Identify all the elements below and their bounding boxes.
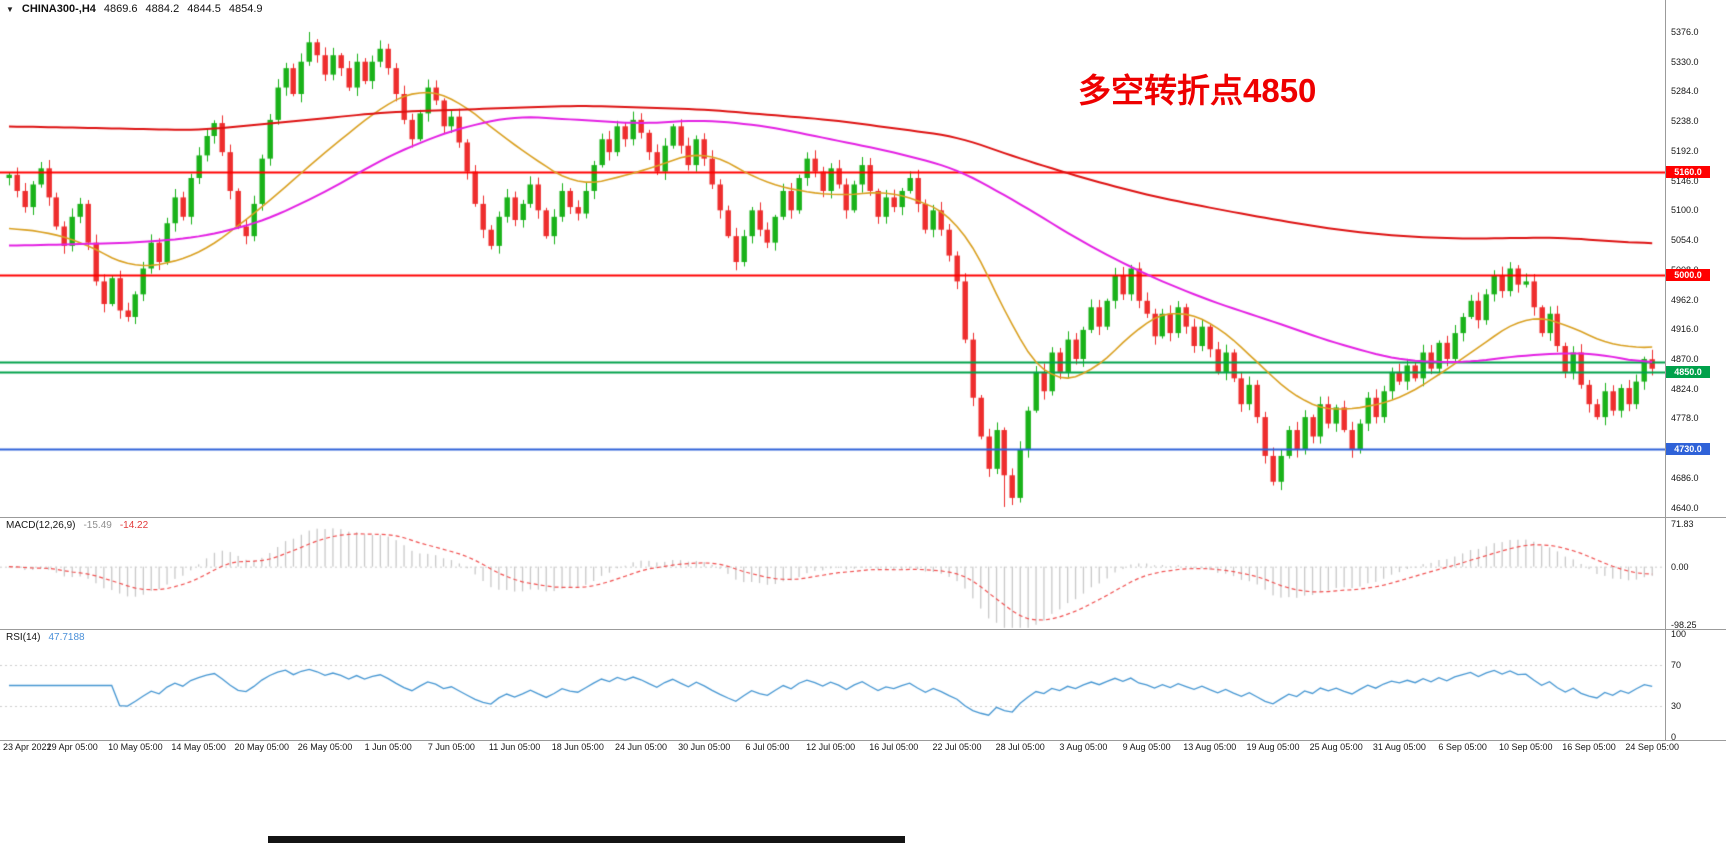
price-line-badge: 5160.0 <box>1666 165 1710 178</box>
rsi-axis-label: 70 <box>1671 659 1682 670</box>
time-axis-label: 12 Jul 05:00 <box>806 742 856 752</box>
ohlc-close: 4854.9 <box>228 3 263 15</box>
panel-separator[interactable] <box>0 629 1726 630</box>
ohlc-low: 4844.5 <box>187 3 221 15</box>
time-axis-label: 18 Jun 05:00 <box>551 742 604 752</box>
price-line-badge: 4730.0 <box>1666 443 1710 456</box>
taskbar-edge[interactable] <box>268 836 905 843</box>
price-axis-label: 5284.0 <box>1671 86 1699 97</box>
time-axis-label: 23 Apr 2021 <box>3 742 52 752</box>
price-axis-label: 5238.0 <box>1671 116 1699 127</box>
macd-header: MACD(12,26,9) -15.49 -14.22 <box>6 520 148 531</box>
panel-separator[interactable] <box>0 517 1726 518</box>
price-axis-label: 5100.0 <box>1671 205 1699 216</box>
time-axis-label: 13 Aug 05:00 <box>1183 742 1237 752</box>
time-axis-label: 3 Aug 05:00 <box>1059 742 1108 752</box>
price-line-badge: 4850.0 <box>1666 365 1710 378</box>
price-axis-label: 5054.0 <box>1671 235 1699 246</box>
time-axis-label: 29 Apr 05:00 <box>46 742 98 752</box>
price-axis-label: 4778.0 <box>1671 413 1699 424</box>
time-axis-label: 24 Sep 05:00 <box>1625 742 1679 752</box>
time-axis-label: 1 Jun 05:00 <box>364 742 412 752</box>
time-axis-label: 20 May 05:00 <box>234 742 290 752</box>
time-axis-label: 14 May 05:00 <box>171 742 226 752</box>
time-axis-label: 10 Sep 05:00 <box>1499 742 1553 752</box>
time-axis-label: 28 Jul 05:00 <box>995 742 1045 752</box>
time-axis-label: 26 May 05:00 <box>297 742 353 752</box>
rsi-axis-label: 100 <box>1671 629 1687 639</box>
rsi-axis-label: 30 <box>1671 701 1682 712</box>
rsi-panel-canvas[interactable] <box>0 630 1665 740</box>
price-axis-label: 5376.0 <box>1671 26 1699 37</box>
price-axis-label: 4916.0 <box>1671 324 1699 335</box>
macd-value-main: -15.49 <box>83 520 112 531</box>
time-axis-label: 19 Aug 05:00 <box>1246 742 1300 752</box>
time-axis-label: 31 Aug 05:00 <box>1372 742 1426 752</box>
time-axis-label: 6 Jul 05:00 <box>745 742 790 752</box>
time-axis-label: 10 May 05:00 <box>108 742 163 752</box>
price-chart-canvas[interactable] <box>0 0 1665 517</box>
macd-axis-label: 0.00 <box>1671 561 1689 572</box>
price-axis-label: 4640.0 <box>1671 502 1699 513</box>
price-axis-label: 5330.0 <box>1671 56 1699 67</box>
time-axis-label: 9 Aug 05:00 <box>1122 742 1171 752</box>
price-axis-label: 4824.0 <box>1671 383 1699 394</box>
ohlc-open: 4869.6 <box>103 3 138 15</box>
price-axis-label: 5008.0 <box>1671 264 1699 275</box>
macd-panel-canvas[interactable] <box>0 518 1665 629</box>
time-axis-label: 6 Sep 05:00 <box>1438 742 1487 752</box>
macd-value-signal: -14.22 <box>119 520 149 531</box>
ohlc-high: 4884.2 <box>145 3 180 15</box>
panel-separator[interactable] <box>0 740 1726 741</box>
price-axis-label: 4732.0 <box>1671 443 1699 454</box>
time-axis-label: 7 Jun 05:00 <box>427 742 475 752</box>
symbol-timeframe-label: CHINA300-,H4 <box>21 3 96 15</box>
axis-separator <box>1665 0 1666 741</box>
annotation-text: 多空转折点4850 <box>1078 72 1317 109</box>
rsi-value: 47.7188 <box>48 632 85 643</box>
chart-header: ▼ CHINA300-,H4 4869.6 4884.2 4844.5 4854… <box>6 3 263 15</box>
time-axis-label: 16 Sep 05:00 <box>1562 742 1616 752</box>
price-axis-label: 4962.0 <box>1671 294 1699 305</box>
collapse-chart-icon[interactable]: ▼ <box>6 4 14 14</box>
price-axis-label: 5192.0 <box>1671 145 1699 156</box>
price-axis-label: 5146.0 <box>1671 175 1699 186</box>
rsi-header: RSI(14) 47.7188 <box>6 632 85 643</box>
time-axis-label: 22 Jul 05:00 <box>932 742 982 752</box>
time-axis-label: 16 Jul 05:00 <box>869 742 919 752</box>
price-line-badge: 5000.0 <box>1666 268 1710 281</box>
time-axis-label: 30 Jun 05:00 <box>678 742 731 752</box>
time-axis-label: 24 Jun 05:00 <box>614 742 668 752</box>
price-axis-label: 4686.0 <box>1671 472 1699 483</box>
time-axis-label: 11 Jun 05:00 <box>488 742 541 752</box>
macd-label: MACD(12,26,9) <box>6 520 76 531</box>
macd-axis-label: 71.83 <box>1671 519 1694 530</box>
rsi-label: RSI(14) <box>6 632 41 643</box>
time-axis-label: 25 Aug 05:00 <box>1309 742 1363 752</box>
price-axis-label: 4870.0 <box>1671 353 1699 364</box>
